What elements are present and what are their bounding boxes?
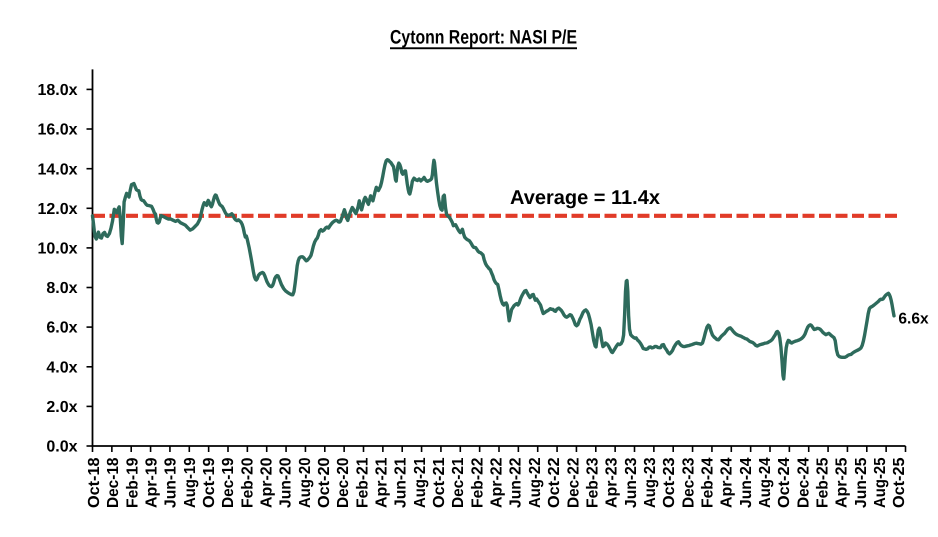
svg-text:Dec-23: Dec-23 xyxy=(680,457,697,508)
svg-text:Aug-21: Aug-21 xyxy=(412,457,429,508)
svg-text:Feb-23: Feb-23 xyxy=(584,457,601,508)
svg-text:Jun-24: Jun-24 xyxy=(738,457,755,508)
svg-text:Aug-19: Aug-19 xyxy=(182,457,199,508)
svg-text:Feb-19: Feb-19 xyxy=(124,457,141,508)
svg-text:Dec-19: Dec-19 xyxy=(220,457,237,508)
svg-text:Feb-21: Feb-21 xyxy=(354,457,371,508)
svg-text:Oct-23: Oct-23 xyxy=(661,457,678,508)
svg-text:Aug-24: Aug-24 xyxy=(757,457,774,508)
svg-text:Oct-21: Oct-21 xyxy=(431,457,448,508)
svg-text:6.6x: 6.6x xyxy=(898,311,929,328)
svg-text:Oct-19: Oct-19 xyxy=(201,457,218,508)
svg-text:Jun-22: Jun-22 xyxy=(508,457,525,508)
svg-text:Jun-21: Jun-21 xyxy=(393,457,410,508)
svg-text:8.0x: 8.0x xyxy=(46,280,77,297)
svg-text:Average = 11.4x: Average = 11.4x xyxy=(510,187,660,209)
svg-text:Aug-23: Aug-23 xyxy=(642,457,659,508)
svg-text:Feb-22: Feb-22 xyxy=(469,457,486,508)
svg-text:Apr-22: Apr-22 xyxy=(489,457,506,508)
svg-text:Apr-19: Apr-19 xyxy=(144,457,161,508)
svg-text:4.0x: 4.0x xyxy=(46,359,77,376)
svg-text:Dec-21: Dec-21 xyxy=(450,457,467,508)
svg-text:Apr-21: Apr-21 xyxy=(374,457,391,508)
svg-text:Oct-24: Oct-24 xyxy=(776,457,793,508)
svg-text:Oct-20: Oct-20 xyxy=(316,457,333,508)
svg-text:Jun-20: Jun-20 xyxy=(278,457,295,508)
svg-text:2.0x: 2.0x xyxy=(46,399,77,416)
svg-text:6.0x: 6.0x xyxy=(46,320,77,337)
svg-text:Jun-19: Jun-19 xyxy=(163,457,180,508)
svg-text:Oct-25: Oct-25 xyxy=(891,457,908,508)
svg-text:Apr-20: Apr-20 xyxy=(259,457,276,508)
svg-text:Feb-25: Feb-25 xyxy=(814,457,831,508)
svg-text:16.0x: 16.0x xyxy=(37,122,77,139)
svg-text:Jun-23: Jun-23 xyxy=(623,457,640,508)
svg-text:Apr-25: Apr-25 xyxy=(834,457,851,508)
svg-text:Apr-23: Apr-23 xyxy=(604,457,621,508)
svg-text:Aug-20: Aug-20 xyxy=(297,457,314,508)
svg-text:Feb-24: Feb-24 xyxy=(699,457,716,508)
svg-text:Aug-25: Aug-25 xyxy=(872,457,889,508)
svg-text:Dec-18: Dec-18 xyxy=(105,457,122,508)
svg-text:18.0x: 18.0x xyxy=(37,82,77,99)
svg-text:Cytonn Report: NASI P/E: Cytonn Report: NASI P/E xyxy=(390,27,577,49)
svg-text:Jun-25: Jun-25 xyxy=(853,457,870,508)
svg-text:Aug-22: Aug-22 xyxy=(527,457,544,508)
svg-text:Dec-20: Dec-20 xyxy=(335,457,352,508)
svg-text:Apr-24: Apr-24 xyxy=(719,457,736,508)
svg-text:12.0x: 12.0x xyxy=(37,201,77,218)
svg-text:Oct-22: Oct-22 xyxy=(546,457,563,508)
svg-text:10.0x: 10.0x xyxy=(37,241,77,258)
svg-text:Feb-20: Feb-20 xyxy=(239,457,256,508)
svg-text:Dec-22: Dec-22 xyxy=(565,457,582,508)
svg-text:Dec-24: Dec-24 xyxy=(795,457,812,508)
svg-text:14.0x: 14.0x xyxy=(37,161,77,178)
svg-text:0.0x: 0.0x xyxy=(46,439,77,456)
svg-text:Oct-18: Oct-18 xyxy=(86,457,103,508)
